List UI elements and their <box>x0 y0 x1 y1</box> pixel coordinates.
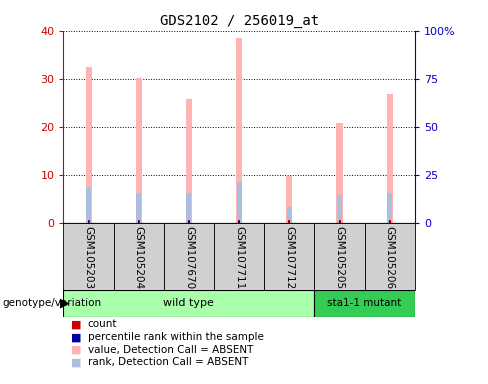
Text: ■: ■ <box>71 332 81 342</box>
Text: rank, Detection Call = ABSENT: rank, Detection Call = ABSENT <box>88 358 248 367</box>
Bar <box>63 290 314 317</box>
Bar <box>386 94 393 223</box>
Bar <box>389 221 390 223</box>
Bar <box>314 223 365 290</box>
Text: GSM107711: GSM107711 <box>234 226 244 289</box>
Bar <box>339 221 340 223</box>
Text: ▶: ▶ <box>60 297 69 310</box>
Bar <box>238 220 240 223</box>
Text: genotype/variation: genotype/variation <box>2 298 102 308</box>
Bar <box>186 193 191 223</box>
Text: ■: ■ <box>71 345 81 355</box>
Text: sta1-1 mutant: sta1-1 mutant <box>327 298 402 308</box>
Bar <box>288 221 290 223</box>
Bar <box>288 220 290 223</box>
Text: percentile rank within the sample: percentile rank within the sample <box>88 332 264 342</box>
Bar <box>88 221 89 223</box>
Bar <box>339 220 341 223</box>
Bar <box>86 187 91 223</box>
Text: GSM105206: GSM105206 <box>385 226 395 289</box>
Bar <box>63 223 114 290</box>
Bar <box>287 207 292 223</box>
Bar <box>188 221 190 223</box>
Bar <box>186 99 192 223</box>
Text: GSM105204: GSM105204 <box>134 226 144 289</box>
Bar <box>389 220 391 223</box>
Bar <box>365 223 415 290</box>
Bar <box>114 223 164 290</box>
Text: GSM105205: GSM105205 <box>334 226 345 289</box>
Bar <box>237 182 242 223</box>
Bar <box>238 221 240 223</box>
Text: GSM107670: GSM107670 <box>184 226 194 289</box>
Text: count: count <box>88 319 117 329</box>
Bar <box>264 223 314 290</box>
Text: GSM105203: GSM105203 <box>83 226 94 289</box>
Bar <box>138 221 140 223</box>
Bar <box>87 220 89 223</box>
Bar <box>337 195 342 223</box>
Bar <box>214 223 264 290</box>
Bar <box>337 123 343 223</box>
Bar <box>286 176 292 223</box>
Bar <box>136 78 142 223</box>
Bar <box>236 38 242 223</box>
Title: GDS2102 / 256019_at: GDS2102 / 256019_at <box>160 14 319 28</box>
Bar <box>136 193 141 223</box>
Bar <box>314 290 415 317</box>
Bar <box>164 223 214 290</box>
Text: ■: ■ <box>71 358 81 367</box>
Bar <box>85 67 92 223</box>
Bar <box>138 220 140 223</box>
Text: wild type: wild type <box>163 298 214 308</box>
Text: value, Detection Call = ABSENT: value, Detection Call = ABSENT <box>88 345 253 355</box>
Bar <box>387 193 392 223</box>
Text: ■: ■ <box>71 319 81 329</box>
Bar <box>188 220 190 223</box>
Text: GSM107712: GSM107712 <box>285 226 294 289</box>
